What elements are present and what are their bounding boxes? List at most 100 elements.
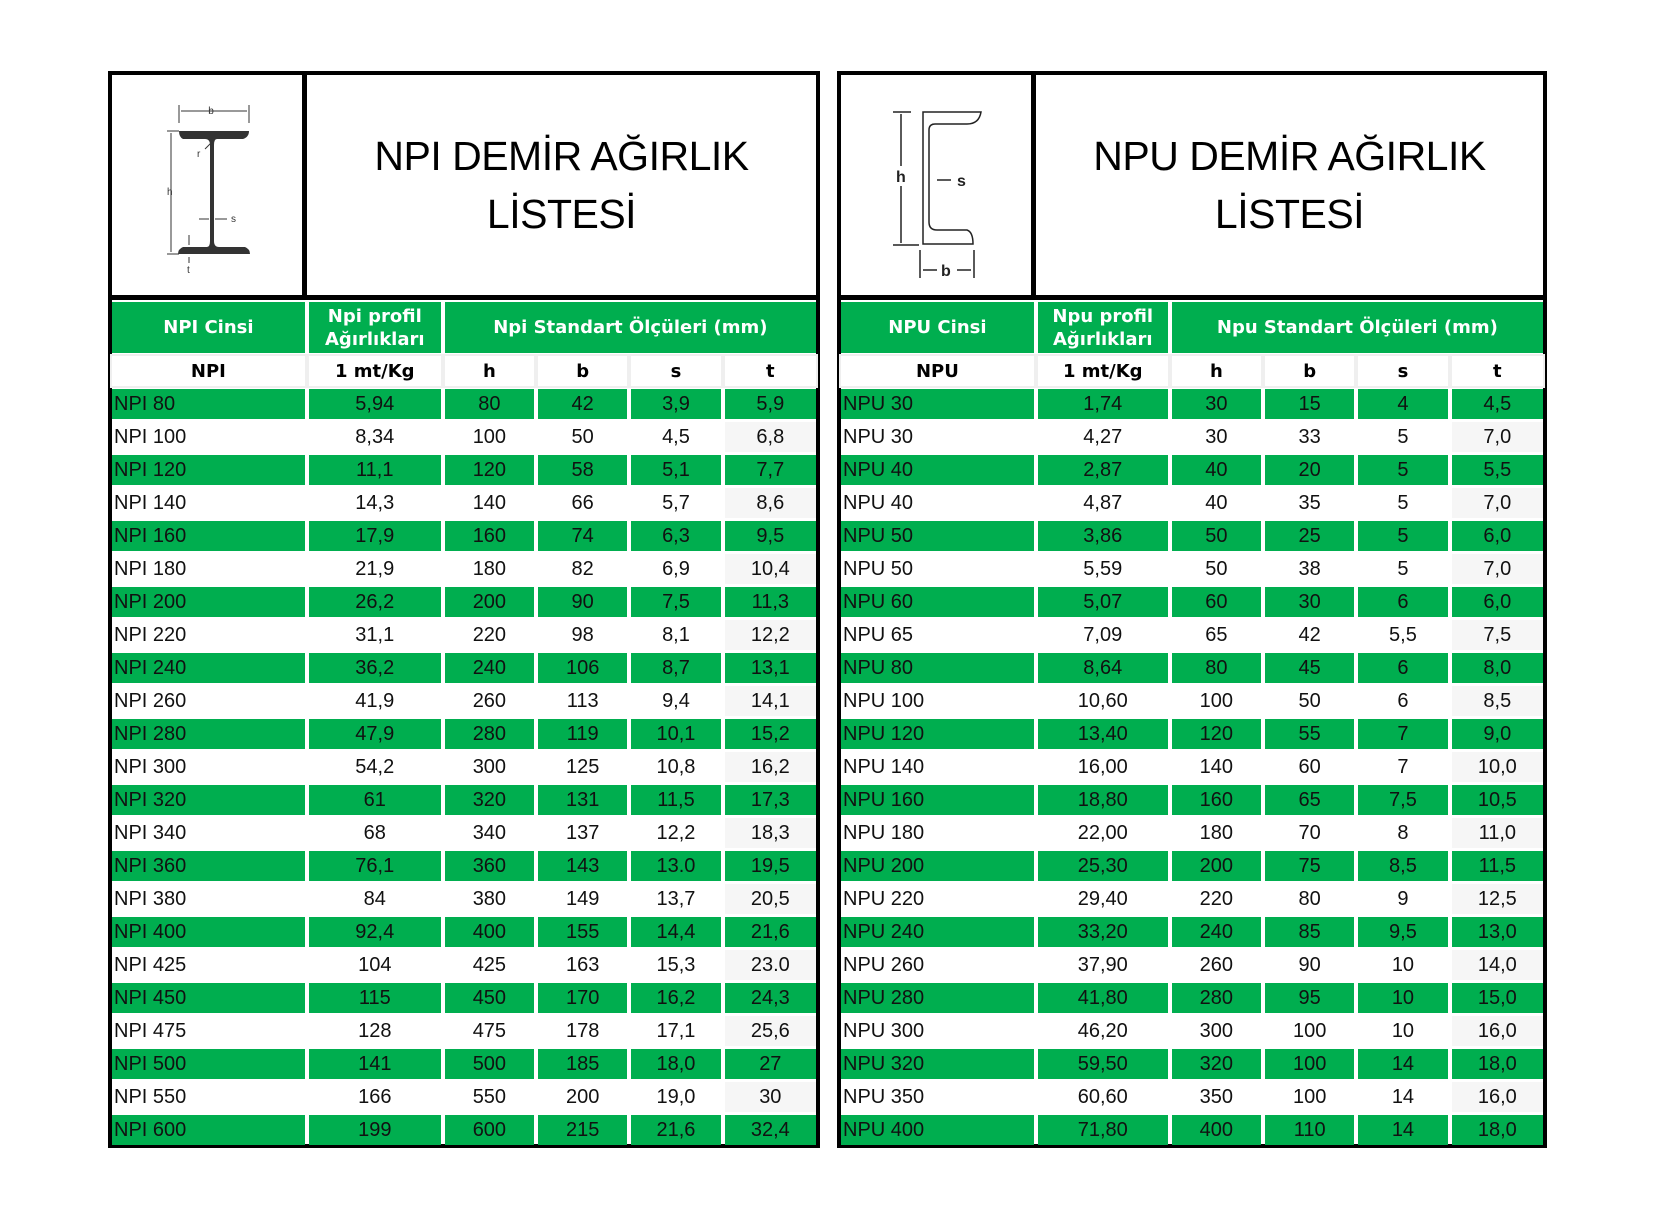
table-row: NPI 500 141 500 185 18,0 27 [112,1049,816,1079]
table-row: NPI 300 54,2 300 125 10,8 16,2 [112,752,816,782]
cell-h: 280 [1171,983,1261,1013]
cell-t: 7,7 [724,455,816,485]
cell-h: 240 [1171,917,1261,947]
cell-type: NPU 120 [841,719,1034,749]
cell-t: 13,0 [1451,917,1543,947]
cell-s: 5 [1358,422,1448,452]
cell-s: 8,7 [631,653,721,683]
cell-b: 50 [1265,686,1355,716]
subheader-type: NPU [841,356,1034,386]
cell-h: 200 [1171,851,1261,881]
diagram-label-r: r [197,149,201,160]
cell-s: 6 [1358,653,1448,683]
cell-s: 13,7 [631,884,721,914]
npu-data-table: NPU Cinsi Npu profil Ağırlıkları Npu Stan… [837,299,1547,1148]
cell-weight: 2,87 [1037,455,1168,485]
table-row: NPI 600 199 600 215 21,6 32,4 [112,1115,816,1145]
cell-type: NPU 30 [841,389,1034,419]
cell-s: 10 [1358,983,1448,1013]
cell-b: 149 [538,884,628,914]
subheader-weight: 1 mt/Kg [308,356,441,386]
cell-t: 30 [724,1082,816,1112]
table-row: NPI 475 128 475 178 17,1 25,6 [112,1016,816,1046]
cell-h: 600 [444,1115,535,1145]
cell-h: 100 [444,422,535,452]
cell-type: NPI 180 [112,554,305,584]
cell-weight: 16,00 [1037,752,1168,782]
cell-type: NPU 50 [841,554,1034,584]
table-row: NPI 400 92,4 400 155 14,4 21,6 [112,917,816,947]
cell-b: 30 [1265,587,1355,617]
npi-weight-table: b h s r t NPI DEMİR AĞIRLIK LİSTESİ [108,71,820,1148]
cell-s: 6 [1358,686,1448,716]
cell-b: 85 [1265,917,1355,947]
cell-type: NPU 260 [841,950,1034,980]
cell-h: 140 [1171,752,1261,782]
cell-b: 66 [538,488,628,518]
cell-b: 74 [538,521,628,551]
cell-weight: 33,20 [1037,917,1168,947]
table-row: NPI 450 115 450 170 16,2 24,3 [112,983,816,1013]
npu-title-area: h s b NPU DEMİR AĞIRLIK LİSTESİ [841,75,1543,300]
cell-h: 50 [1171,554,1261,584]
table-row: NPI 550 166 550 200 19,0 30 [112,1082,816,1112]
cell-h: 425 [444,950,535,980]
cell-t: 11,0 [1451,818,1543,848]
cell-h: 300 [444,752,535,782]
table-row: NPI 240 36,2 240 106 8,7 13,1 [112,653,816,683]
table-row: NPU 260 37,90 260 90 10 14,0 [841,950,1543,980]
cell-s: 18,0 [631,1049,721,1079]
header-weight-line2: Ağırlıkları [325,328,425,350]
cell-b: 65 [1265,785,1355,815]
cell-type: NPU 30 [841,422,1034,452]
cell-s: 5,5 [1358,620,1448,650]
cell-weight: 29,40 [1037,884,1168,914]
cell-b: 80 [1265,884,1355,914]
cell-t: 24,3 [724,983,816,1013]
cell-type: NPU 220 [841,884,1034,914]
cell-t: 20,5 [724,884,816,914]
cell-t: 7,0 [1451,422,1543,452]
cell-t: 19,5 [724,851,816,881]
cell-type: NPU 400 [841,1115,1034,1145]
cell-b: 200 [538,1082,628,1112]
subheader-row: NPI 1 mt/Kg h b s t [112,356,816,386]
cell-s: 13.0 [631,851,721,881]
cell-t: 7,0 [1451,554,1543,584]
cell-weight: 3,86 [1037,521,1168,551]
cell-t: 18,3 [724,818,816,848]
cell-h: 400 [1171,1115,1261,1145]
table-row: NPU 30 1,74 30 15 4 4,5 [841,389,1543,419]
diagram-label-t: t [187,265,190,275]
cell-weight: 76,1 [308,851,441,881]
cell-s: 5 [1358,455,1448,485]
header-weight: Npu profil Ağırlıkları [1037,302,1168,353]
table-row: NPI 220 31,1 220 98 8,1 12,2 [112,620,816,650]
cell-t: 23.0 [724,950,816,980]
cell-t: 27 [724,1049,816,1079]
cell-weight: 7,09 [1037,620,1168,650]
cell-weight: 54,2 [308,752,441,782]
cell-s: 5,7 [631,488,721,518]
i-beam-diagram: b h s r t [112,75,307,295]
cell-b: 119 [538,719,628,749]
cell-type: NPI 550 [112,1082,305,1112]
cell-s: 7,5 [631,587,721,617]
cell-b: 60 [1265,752,1355,782]
cell-t: 7,5 [1451,620,1543,650]
header-type: NPI Cinsi [112,302,305,353]
cell-weight: 71,80 [1037,1115,1168,1145]
cell-weight: 4,87 [1037,488,1168,518]
npu-page-title: NPU DEMİR AĞIRLIK LİSTESİ [1036,75,1543,295]
cell-h: 475 [444,1016,535,1046]
title-line-2: LİSTESİ [486,191,637,237]
cell-type: NPI 240 [112,653,305,683]
cell-t: 10,5 [1451,785,1543,815]
table-row: NPI 180 21,9 180 82 6,9 10,4 [112,554,816,584]
cell-type: NPI 300 [112,752,305,782]
cell-type: NPI 450 [112,983,305,1013]
subheader-t: t [1451,356,1543,386]
cell-t: 8,6 [724,488,816,518]
cell-type: NPU 280 [841,983,1034,1013]
cell-b: 25 [1265,521,1355,551]
